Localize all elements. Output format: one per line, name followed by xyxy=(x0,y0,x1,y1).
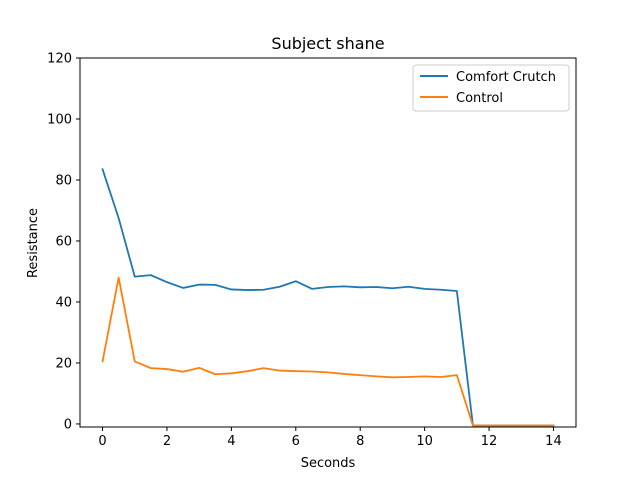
y-tick-label: 40 xyxy=(55,295,72,310)
y-tick-label: 20 xyxy=(55,356,72,371)
x-tick-label: 12 xyxy=(481,434,498,449)
y-tick-label: 120 xyxy=(47,52,72,67)
x-tick-label: 10 xyxy=(416,434,433,449)
y-tick-label: 0 xyxy=(64,417,72,432)
legend-label-comfort-crutch: Comfort Crutch xyxy=(456,70,556,85)
chart-title: Subject shane xyxy=(271,34,384,53)
y-axis-label: Resistance xyxy=(26,208,41,278)
legend-box xyxy=(412,64,570,112)
y-tick-label: 80 xyxy=(55,173,72,188)
x-tick-label: 4 xyxy=(227,434,235,449)
x-tick-label: 2 xyxy=(163,434,171,449)
legend: Comfort Crutch Control xyxy=(412,64,570,112)
x-axis: 0 2 4 6 8 10 12 14 xyxy=(98,427,562,449)
y-tick-label: 60 xyxy=(55,234,72,249)
y-axis: 0 20 40 60 80 100 120 xyxy=(47,52,80,432)
x-axis-label: Seconds xyxy=(301,456,356,471)
series-line-control xyxy=(101,276,555,427)
x-tick-label: 6 xyxy=(292,434,300,449)
plot-frame xyxy=(79,57,577,428)
x-tick-label: 8 xyxy=(356,434,364,449)
series-layer xyxy=(101,168,555,427)
x-tick-label: 14 xyxy=(545,434,562,449)
x-tick-label: 0 xyxy=(98,434,106,449)
legend-label-control: Control xyxy=(456,91,503,106)
y-tick-label: 100 xyxy=(47,112,72,127)
